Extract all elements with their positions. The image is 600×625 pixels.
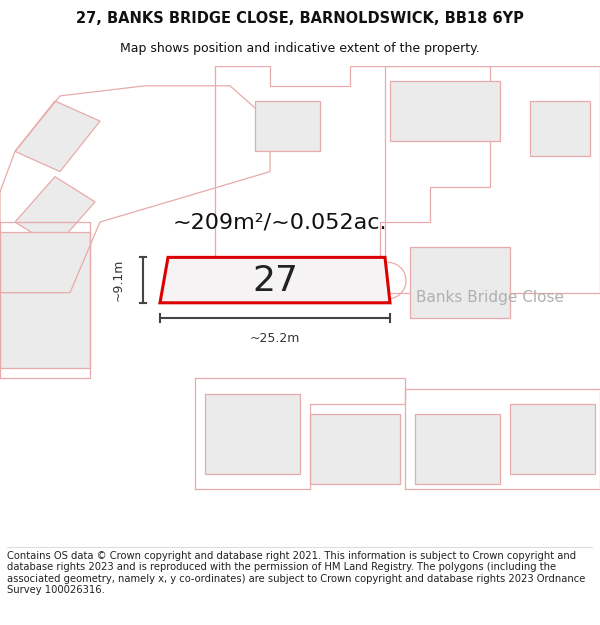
- Text: Banks Bridge Close: Banks Bridge Close: [416, 290, 564, 305]
- Polygon shape: [510, 404, 595, 474]
- Polygon shape: [15, 177, 95, 248]
- Polygon shape: [205, 394, 300, 474]
- Text: 27, BANKS BRIDGE CLOSE, BARNOLDSWICK, BB18 6YP: 27, BANKS BRIDGE CLOSE, BARNOLDSWICK, BB…: [76, 11, 524, 26]
- Polygon shape: [390, 81, 500, 141]
- Polygon shape: [410, 248, 510, 318]
- Text: Map shows position and indicative extent of the property.: Map shows position and indicative extent…: [120, 42, 480, 54]
- Polygon shape: [255, 101, 320, 151]
- Polygon shape: [160, 258, 390, 302]
- Text: ~9.1m: ~9.1m: [112, 259, 125, 301]
- Polygon shape: [0, 232, 90, 368]
- Text: Contains OS data © Crown copyright and database right 2021. This information is : Contains OS data © Crown copyright and d…: [7, 551, 586, 595]
- Polygon shape: [530, 101, 590, 156]
- Polygon shape: [15, 101, 100, 172]
- Text: ~25.2m: ~25.2m: [250, 332, 300, 344]
- Polygon shape: [310, 414, 400, 484]
- Text: ~209m²/~0.052ac.: ~209m²/~0.052ac.: [173, 212, 387, 232]
- Polygon shape: [415, 414, 500, 484]
- Polygon shape: [230, 264, 370, 298]
- Text: 27: 27: [252, 264, 298, 298]
